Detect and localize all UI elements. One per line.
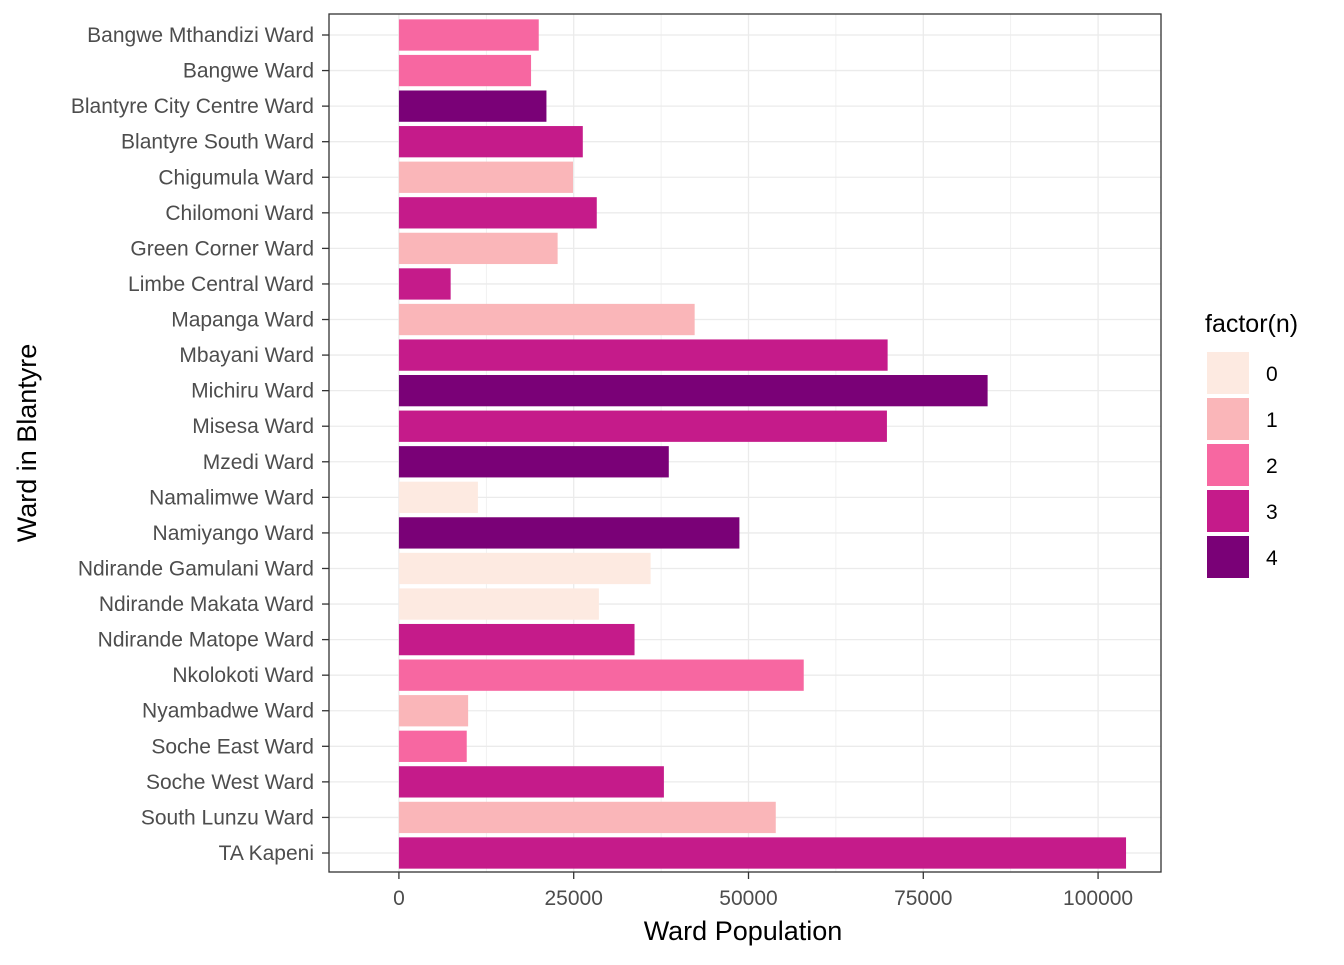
y-tick-label: Ndirande Gamulani Ward: [78, 557, 314, 580]
legend-swatch: [1207, 490, 1249, 532]
x-tick-label: 50000: [719, 887, 777, 910]
plot-border: [328, 13, 1162, 873]
y-tick-label: Namalimwe Ward: [149, 486, 314, 509]
bar: [398, 410, 887, 442]
bar: [398, 659, 804, 691]
y-tick-label: Misesa Ward: [192, 415, 314, 438]
legend: factor(n) 0 1 2 3 4: [1205, 310, 1298, 578]
legend-swatch: [1207, 352, 1249, 394]
bar: [398, 837, 1127, 869]
legend-label: 0: [1266, 363, 1278, 386]
y-tick-label: Green Corner Ward: [130, 237, 314, 260]
x-tick-label: 25000: [545, 887, 603, 910]
x-axis: 0 25000 50000 75000 100000: [393, 872, 1133, 910]
bar: [398, 268, 451, 300]
bar: [398, 303, 695, 336]
y-tick-label: Namiyango Ward: [153, 522, 314, 545]
legend-label: 3: [1266, 501, 1278, 524]
bar: [398, 517, 740, 549]
y-axis-title: Ward in Blantyre: [12, 344, 42, 543]
y-axis: Bangwe Mthandizi Ward Bangwe Ward Blantyre…: [71, 24, 329, 865]
bar: [398, 54, 532, 87]
bar: [398, 90, 547, 122]
bar: [398, 161, 574, 193]
y-tick-label: Bangwe Mthandizi Ward: [87, 24, 314, 47]
y-tick-label: TA Kapeni: [219, 842, 314, 865]
y-tick-label: Nkolokoti Ward: [172, 664, 314, 687]
y-tick-label: Chigumula Ward: [158, 166, 314, 189]
y-tick-label: Nyambadwe Ward: [142, 700, 314, 723]
y-tick-label: Soche West Ward: [146, 771, 314, 794]
legend-swatch: [1207, 444, 1249, 486]
legend-label: 4: [1266, 547, 1278, 570]
y-tick-label: Blantyre City Centre Ward: [71, 95, 314, 118]
bar: [398, 623, 635, 656]
y-tick-label: Mapanga Ward: [171, 309, 314, 332]
x-axis-title: Ward Population: [644, 916, 843, 946]
y-tick-label: Mbayani Ward: [179, 344, 314, 367]
bar: [398, 197, 597, 229]
legend-swatch: [1207, 536, 1249, 578]
y-tick-label: Chilomoni Ward: [165, 202, 314, 225]
y-tick-label: Ndirande Makata Ward: [99, 593, 314, 616]
bar: [398, 232, 558, 265]
bar: [398, 19, 539, 51]
x-tick-label: 75000: [894, 887, 952, 910]
bar: [398, 552, 651, 585]
bar: [398, 588, 599, 620]
bar: [398, 801, 776, 834]
bar: [398, 375, 988, 407]
y-tick-label: South Lunzu Ward: [141, 806, 314, 829]
bar: [398, 766, 664, 798]
bar: [398, 481, 478, 513]
legend-title: factor(n): [1205, 310, 1298, 338]
y-tick-label: Ndirande Matope Ward: [98, 629, 314, 652]
bar: [398, 126, 583, 158]
bar-layer: [398, 19, 1127, 869]
y-tick-label: Mzedi Ward: [203, 451, 314, 474]
x-tick-label: 100000: [1063, 887, 1133, 910]
bar: [398, 730, 467, 762]
y-tick-label: Soche East Ward: [151, 735, 314, 758]
y-tick-label: Bangwe Ward: [183, 60, 314, 83]
legend-swatch: [1207, 398, 1249, 440]
bar: [398, 339, 888, 371]
x-tick-label: 0: [393, 887, 405, 910]
y-tick-label: Limbe Central Ward: [128, 273, 314, 296]
legend-label: 2: [1266, 455, 1278, 478]
bar: [398, 695, 469, 727]
y-tick-label: Michiru Ward: [191, 380, 314, 403]
bar: [398, 446, 669, 478]
y-tick-label: Blantyre South Ward: [121, 131, 314, 154]
legend-label: 1: [1266, 409, 1278, 432]
